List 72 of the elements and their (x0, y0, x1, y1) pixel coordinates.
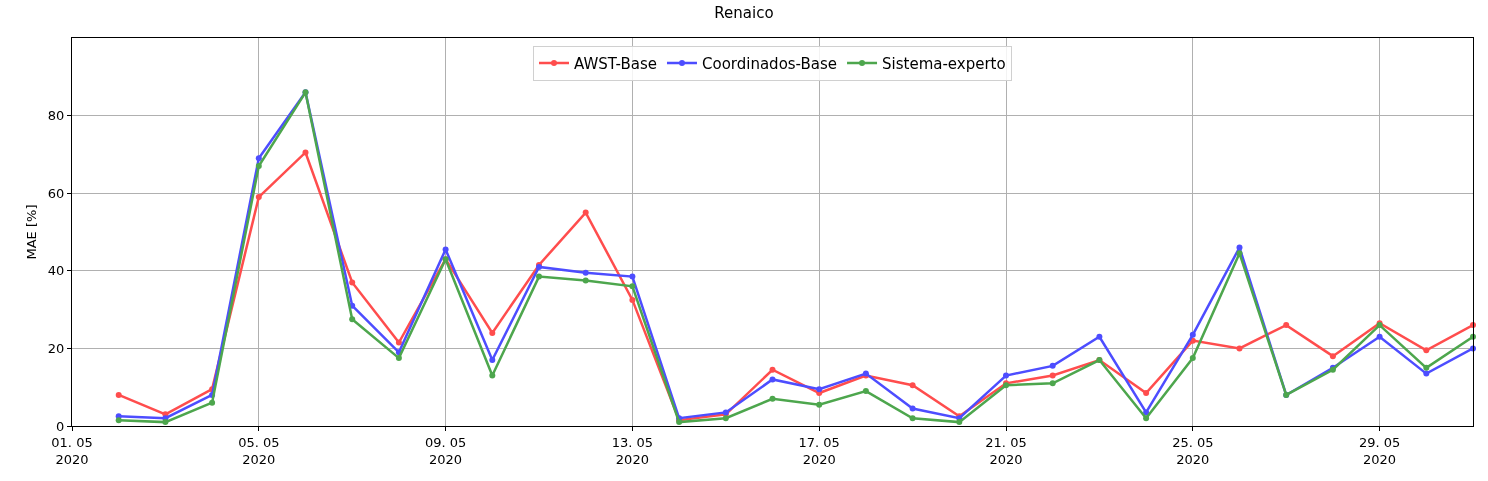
point (1049, 362, 1056, 369)
point (1003, 372, 1009, 379)
point (1096, 333, 1103, 340)
point (442, 246, 449, 253)
chart-title: Renaico (714, 3, 774, 22)
point (1236, 250, 1243, 257)
point (255, 155, 262, 162)
y-tick-label: 0 (56, 418, 65, 434)
point (769, 395, 776, 402)
point (115, 417, 122, 424)
point (629, 296, 636, 303)
point (582, 209, 589, 216)
x-tick-label: 29. 05 2020 (1358, 434, 1401, 467)
point (1423, 370, 1430, 377)
legend-label: AWST-Base (574, 54, 657, 73)
x-tick-label: 21. 05 2020 (985, 434, 1027, 467)
point (1189, 331, 1196, 338)
y-tick-label: 20 (47, 340, 65, 356)
y-tick-label: 40 (47, 263, 65, 279)
point (209, 399, 216, 406)
point (302, 149, 309, 156)
point (816, 401, 823, 408)
point (1049, 372, 1056, 379)
point (1423, 347, 1430, 354)
x-tick-label: 25. 05 2020 (1172, 434, 1214, 467)
y-axis-title: MAE [%] (23, 204, 39, 260)
y-tick-label: 60 (47, 185, 65, 201)
point (489, 357, 496, 364)
legend-label: Sistema-experto (882, 54, 1006, 73)
point (1143, 390, 1150, 397)
point (536, 273, 542, 280)
point (1236, 244, 1243, 251)
point (862, 388, 869, 395)
x-tick-label: 17. 05 2020 (798, 434, 840, 467)
point (489, 372, 496, 379)
point (162, 419, 169, 426)
point (1189, 337, 1196, 344)
point (909, 415, 916, 422)
point (582, 269, 589, 276)
point (1423, 364, 1430, 371)
point (1049, 380, 1056, 387)
point (1329, 353, 1336, 360)
point (909, 405, 916, 412)
point (349, 279, 356, 286)
point (769, 366, 776, 373)
point (1470, 322, 1476, 329)
point (255, 163, 262, 170)
point (1143, 415, 1150, 422)
point (489, 329, 496, 336)
point (582, 277, 589, 284)
point (1283, 322, 1290, 329)
x-tick-label: 13. 05 2020 (611, 434, 654, 467)
point (909, 382, 916, 389)
point (629, 283, 636, 290)
point (395, 339, 402, 346)
point (956, 419, 963, 426)
x-tick-label: 01. 05 2020 (51, 434, 93, 467)
y-tick-label: 80 (47, 108, 65, 124)
x-tick-label: 05. 05 2020 (238, 434, 280, 467)
x-tick-label: 09. 05 2020 (424, 434, 467, 467)
point (1236, 345, 1243, 352)
point (255, 194, 262, 201)
point (1376, 333, 1383, 340)
legend-label: Coordinados-Base (701, 54, 838, 73)
point (115, 391, 122, 398)
point (1189, 355, 1196, 362)
point (629, 273, 636, 280)
point (816, 386, 823, 393)
point (395, 355, 402, 362)
point (349, 316, 356, 323)
point (722, 415, 729, 422)
point (769, 376, 776, 383)
